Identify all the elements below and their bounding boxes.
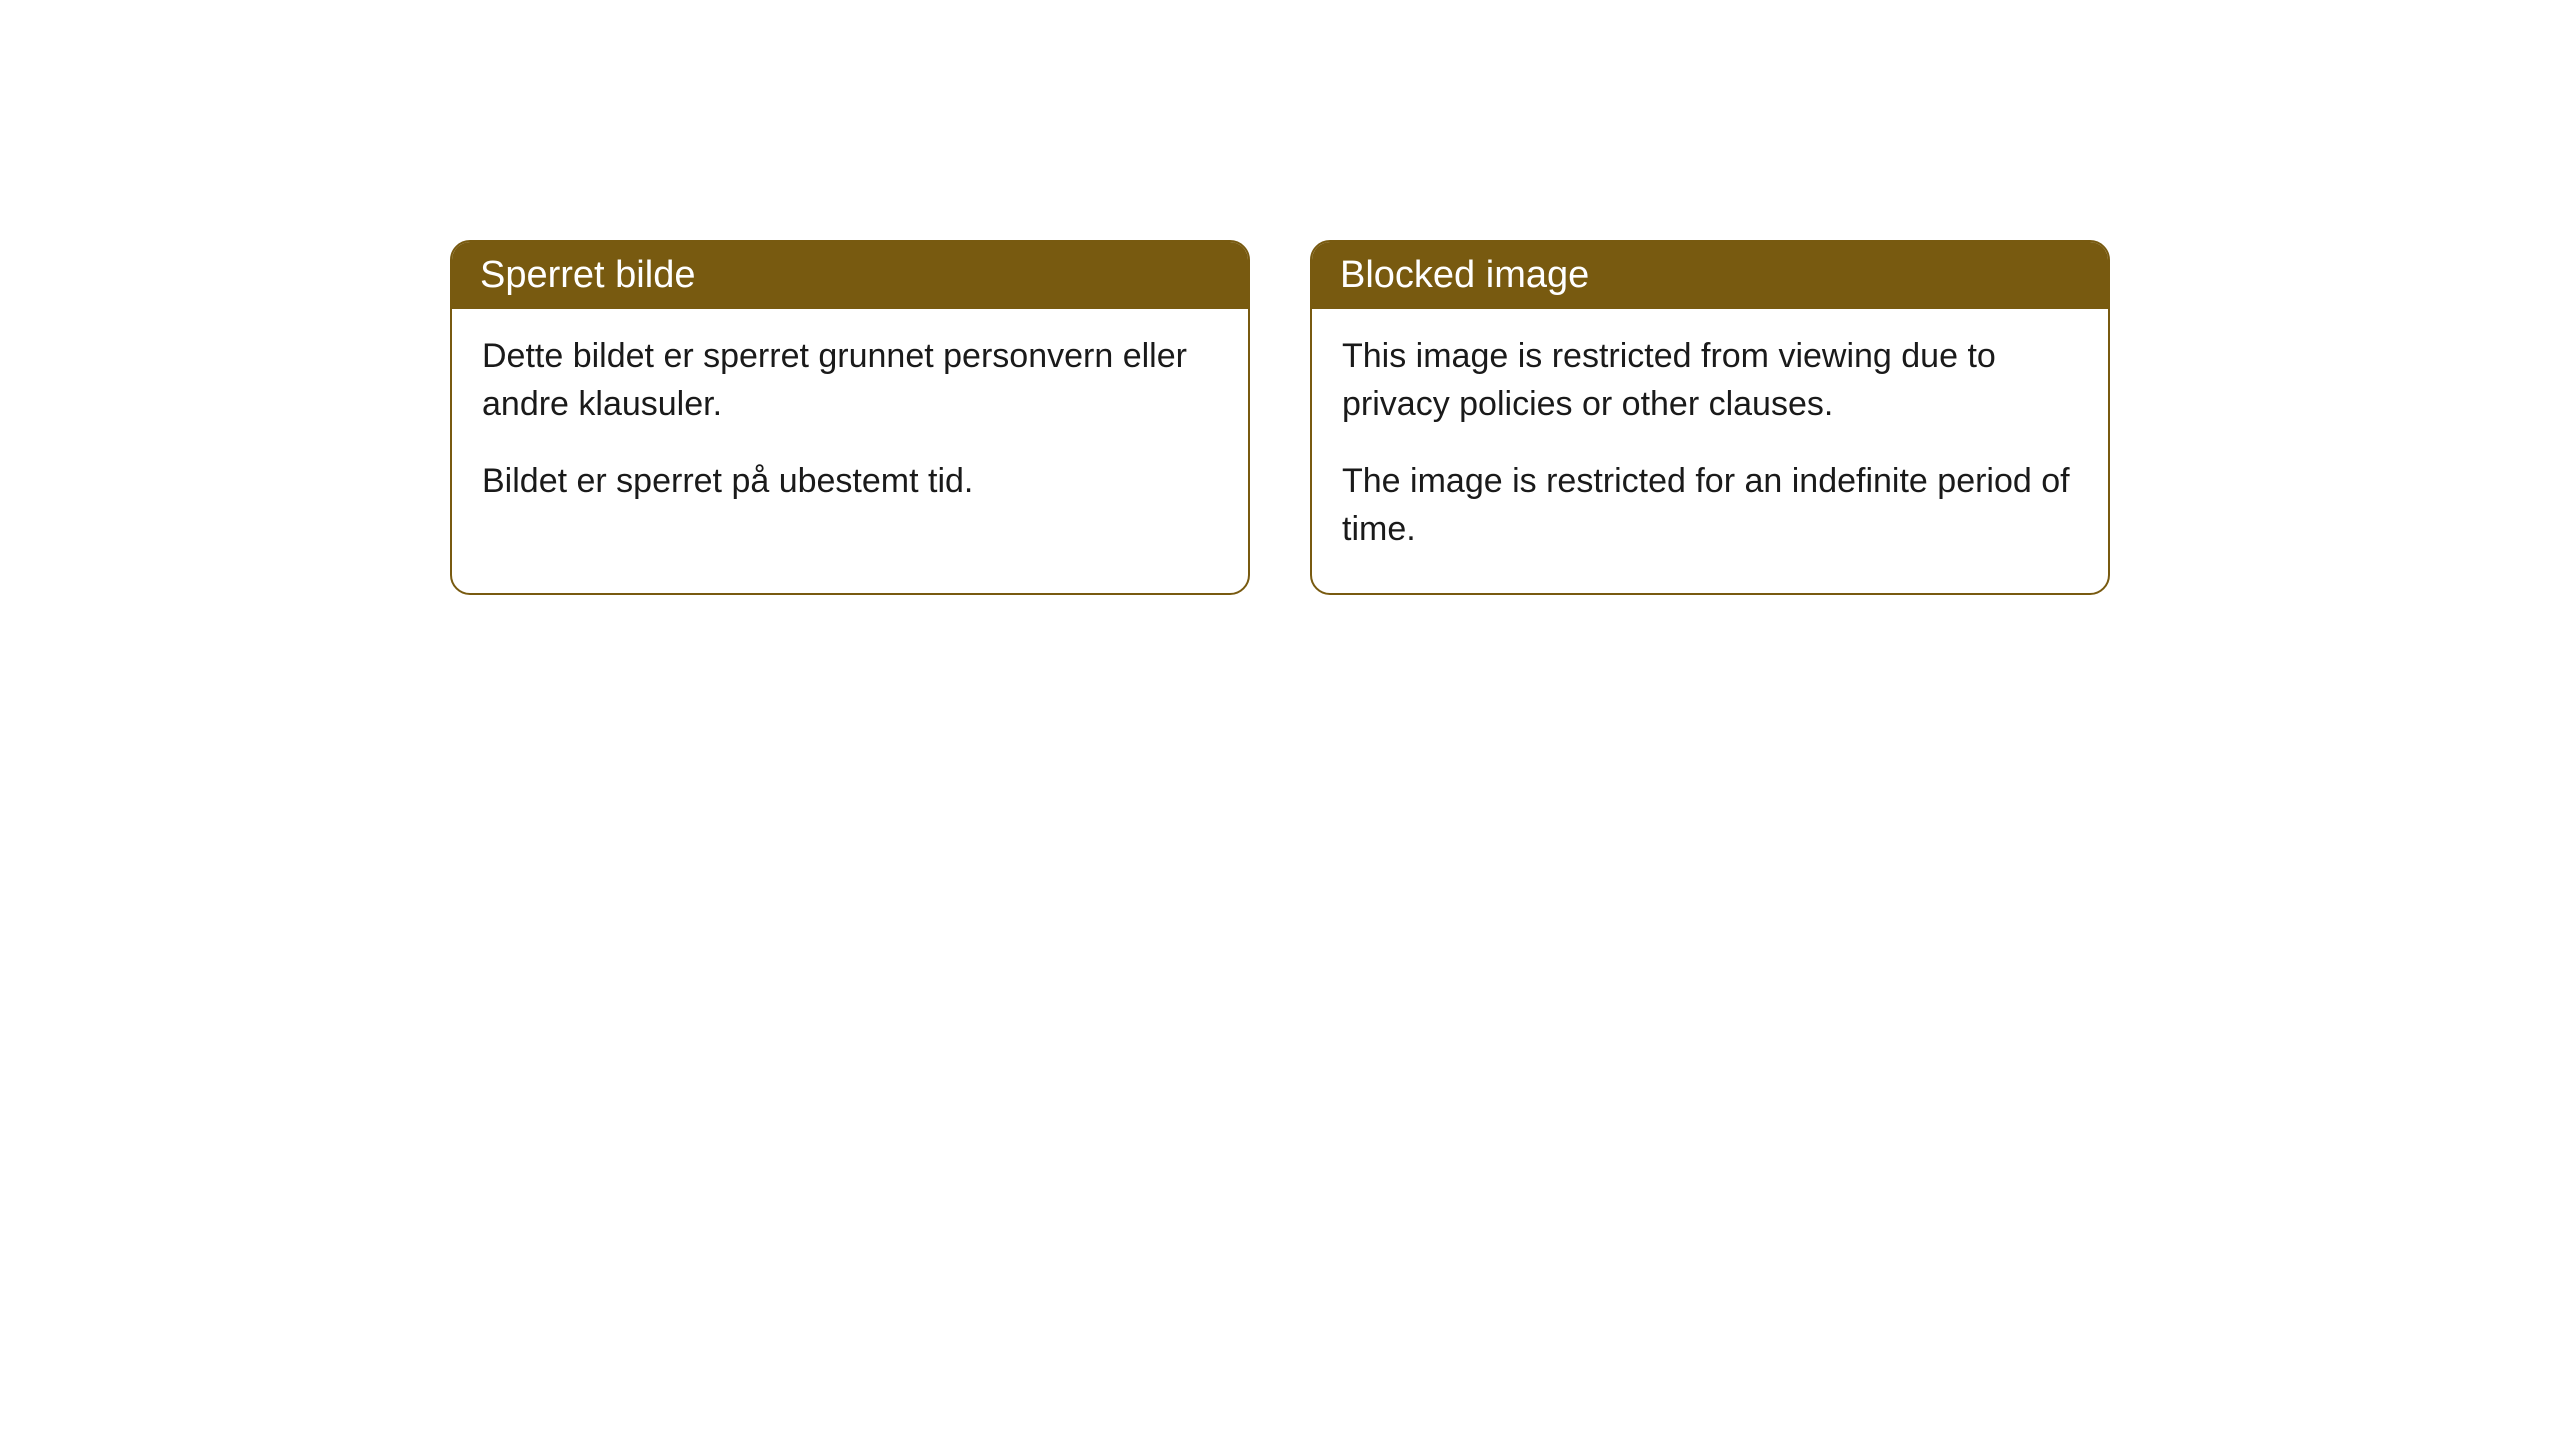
- info-card-english: Blocked image This image is restricted f…: [1310, 240, 2110, 595]
- card-header-english: Blocked image: [1312, 242, 2108, 309]
- info-card-norwegian: Sperret bilde Dette bildet er sperret gr…: [450, 240, 1250, 595]
- card-body-norwegian: Dette bildet er sperret grunnet personve…: [452, 309, 1248, 546]
- info-cards-container: Sperret bilde Dette bildet er sperret gr…: [450, 240, 2560, 595]
- card-paragraph-1-english: This image is restricted from viewing du…: [1342, 333, 2078, 428]
- card-paragraph-2-norwegian: Bildet er sperret på ubestemt tid.: [482, 458, 1218, 506]
- card-body-english: This image is restricted from viewing du…: [1312, 309, 2108, 593]
- card-paragraph-1-norwegian: Dette bildet er sperret grunnet personve…: [482, 333, 1218, 428]
- card-paragraph-2-english: The image is restricted for an indefinit…: [1342, 458, 2078, 553]
- card-header-norwegian: Sperret bilde: [452, 242, 1248, 309]
